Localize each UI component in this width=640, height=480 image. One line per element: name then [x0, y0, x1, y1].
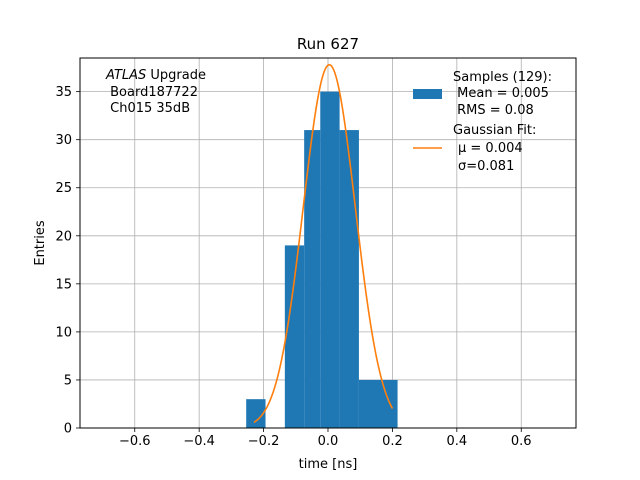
legend-mu: μ = 0.004: [458, 141, 523, 156]
histogram-bar: [246, 399, 266, 428]
legend-sigma: σ=0.081: [458, 159, 514, 174]
x-tick-label: −0.4: [183, 434, 215, 449]
x-tick-label: 0.4: [446, 434, 467, 449]
y-tick-label: 0: [64, 422, 72, 437]
x-tick-label: −0.6: [119, 434, 151, 449]
annotation-line-1: ATLAS Upgrade: [105, 68, 206, 83]
atlas-label: ATLAS: [105, 68, 146, 83]
legend-hist-swatch: [413, 89, 442, 99]
y-tick-label: 5: [64, 373, 72, 388]
y-tick-label: 15: [55, 277, 72, 292]
y-axis-ticks: 0 5 10 15 20 25 30 35: [55, 85, 80, 437]
histogram-bar: [304, 130, 321, 428]
legend-mean: Mean = 0.005: [453, 86, 549, 101]
y-tick-label: 35: [55, 85, 72, 100]
y-tick-label: 25: [55, 181, 72, 196]
legend: Samples (129): Mean = 0.005 RMS = 0.08 G…: [413, 70, 552, 174]
y-axis-label: Entries: [33, 220, 48, 266]
y-tick-label: 30: [55, 133, 72, 148]
histogram-bar: [284, 245, 305, 428]
legend-rms: RMS = 0.08: [453, 103, 534, 118]
x-tick-label: 0.2: [382, 434, 403, 449]
histogram-bars: [246, 91, 398, 429]
x-tick-label: 0.0: [318, 434, 339, 449]
histogram-bar: [320, 91, 340, 429]
x-tick-label: 0.6: [511, 434, 532, 449]
histogram-bar: [339, 130, 359, 428]
y-tick-label: 10: [55, 325, 72, 340]
annotation-board: Board187722: [106, 85, 198, 100]
x-tick-label: −0.2: [248, 434, 280, 449]
y-tick-label: 20: [55, 229, 72, 244]
gaussian-fit-curve: [253, 63, 394, 424]
annotation-channel: Ch015 35dB: [106, 101, 190, 116]
x-axis-label: time [ns]: [299, 457, 358, 472]
histogram-bar: [358, 379, 398, 428]
legend-samples: Samples (129):: [453, 70, 552, 85]
atlas-annotation: ATLAS Upgrade Board187722 Ch015 35dB: [105, 68, 206, 116]
upgrade-label: Upgrade: [146, 68, 206, 83]
chart-title: Run 627: [297, 35, 359, 53]
x-axis-ticks: −0.6 −0.4 −0.2 0.0 0.2 0.4 0.6: [119, 428, 532, 449]
legend-gaussian-fit: Gaussian Fit:: [453, 123, 536, 138]
